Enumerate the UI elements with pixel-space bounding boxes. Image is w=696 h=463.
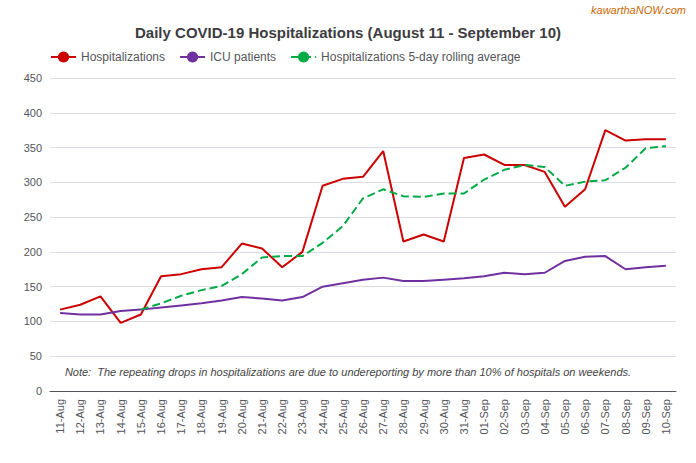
svg-text:100: 100	[24, 315, 42, 327]
svg-text:12-Aug: 12-Aug	[74, 399, 86, 434]
svg-text:07-Sep: 07-Sep	[599, 399, 611, 434]
svg-text:ICU patients: ICU patients	[210, 50, 276, 64]
svg-text:05-Sep: 05-Sep	[559, 399, 571, 434]
svg-text:20-Aug: 20-Aug	[236, 399, 248, 434]
svg-text:09-Sep: 09-Sep	[640, 399, 652, 434]
svg-text:15-Aug: 15-Aug	[135, 399, 147, 434]
svg-text:200: 200	[24, 246, 42, 258]
svg-text:30-Aug: 30-Aug	[438, 399, 450, 434]
svg-text:23-Aug: 23-Aug	[296, 399, 308, 434]
svg-text:08-Sep: 08-Sep	[620, 399, 632, 434]
svg-text:18-Aug: 18-Aug	[195, 399, 207, 434]
svg-text:28-Aug: 28-Aug	[397, 399, 409, 434]
svg-text:06-Sep: 06-Sep	[579, 399, 591, 434]
svg-text:Daily COVID-19 Hospitalization: Daily COVID-19 Hospitalizations (August …	[135, 24, 561, 41]
svg-text:300: 300	[24, 176, 42, 188]
svg-text:350: 350	[24, 142, 42, 154]
svg-text:10-Sep: 10-Sep	[660, 399, 672, 434]
svg-text:400: 400	[24, 107, 42, 119]
svg-text:25-Aug: 25-Aug	[337, 399, 349, 434]
svg-text:13-Aug: 13-Aug	[94, 399, 106, 434]
svg-text:16-Aug: 16-Aug	[155, 399, 167, 434]
svg-text:0: 0	[36, 385, 42, 397]
svg-text:04-Sep: 04-Sep	[539, 399, 551, 434]
svg-text:Hospitalizations 5-day rolling: Hospitalizations 5-day rolling average	[321, 50, 521, 64]
svg-text:50: 50	[30, 350, 42, 362]
svg-text:03-Sep: 03-Sep	[519, 399, 531, 434]
svg-text:27-Aug: 27-Aug	[377, 399, 389, 434]
svg-text:Hospitalizations: Hospitalizations	[81, 50, 165, 64]
svg-text:150: 150	[24, 281, 42, 293]
svg-text:22-Aug: 22-Aug	[276, 399, 288, 434]
svg-text:02-Sep: 02-Sep	[498, 399, 510, 434]
svg-text:29-Aug: 29-Aug	[418, 399, 430, 434]
svg-text:24-Aug: 24-Aug	[317, 399, 329, 434]
svg-text:31-Aug: 31-Aug	[458, 399, 470, 434]
svg-text:21-Aug: 21-Aug	[256, 399, 268, 434]
svg-text:17-Aug: 17-Aug	[175, 399, 187, 434]
svg-text:250: 250	[24, 211, 42, 223]
svg-text:11-Aug: 11-Aug	[54, 399, 66, 434]
svg-text:01-Sep: 01-Sep	[478, 399, 490, 434]
svg-text:19-Aug: 19-Aug	[216, 399, 228, 434]
svg-text:Note: The repeating drops in: Note: The repeating drops in hospitaliza…	[65, 366, 631, 378]
svg-text:26-Aug: 26-Aug	[357, 399, 369, 434]
svg-text:14-Aug: 14-Aug	[115, 399, 127, 434]
svg-text:kawarthaNOW.com: kawarthaNOW.com	[591, 4, 686, 16]
svg-text:450: 450	[24, 72, 42, 84]
